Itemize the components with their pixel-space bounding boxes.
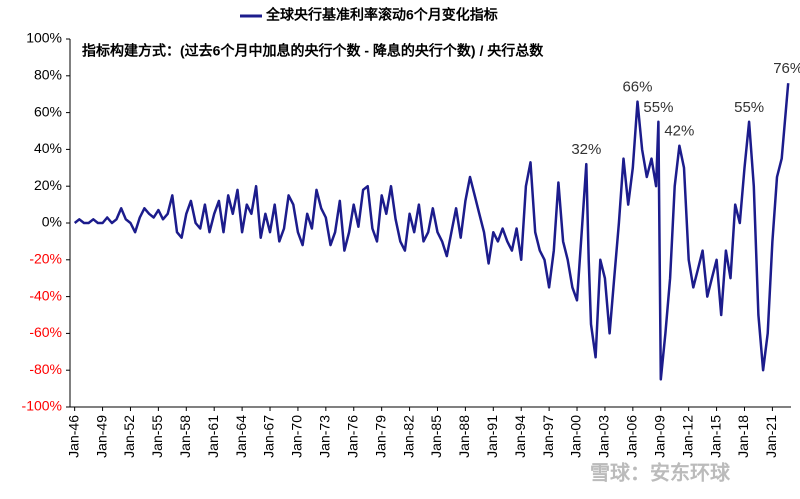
y-tick-label: -60% [29,324,62,340]
x-tick-label: Jan-67 [261,415,277,458]
x-tick-label: Jan-73 [317,415,333,458]
x-tick-label: Jan-91 [484,415,500,458]
y-tick-label: -80% [29,361,62,377]
x-tick-label: Jan-55 [149,415,165,458]
data-label: 66% [622,79,652,96]
y-tick-label: -40% [29,287,62,303]
y-tick-label: 60% [34,103,62,119]
x-tick-label: Jan-46 [65,415,81,458]
x-tick-label: Jan-97 [540,415,556,458]
x-tick-label: Jan-18 [735,415,751,458]
x-tick-label: Jan-79 [372,415,388,458]
x-tick-label: Jan-70 [289,415,305,458]
x-tick-label: Jan-61 [205,415,221,458]
x-tick-label: Jan-09 [651,415,667,458]
x-tick-label: Jan-49 [93,415,109,458]
y-tick-label: -100% [22,398,62,414]
y-tick-label: 40% [34,140,62,156]
x-tick-label: Jan-21 [763,415,779,458]
x-tick-label: Jan-03 [596,415,612,458]
data-line [73,83,790,381]
legend-label: 全球央行基准利率滚动6个月变化指标 [265,7,498,23]
x-tick-label: Jan-85 [428,415,444,458]
x-tick-label: Jan-94 [512,415,528,458]
x-tick-label: Jan-00 [568,415,584,458]
y-tick-label: -20% [29,251,62,267]
x-tick-label: Jan-06 [624,415,640,458]
x-tick-label: Jan-88 [456,415,472,458]
x-tick-label: Jan-82 [400,415,416,458]
watermark: 雪球：安东环球 [590,460,731,484]
x-tick-label: Jan-52 [121,415,137,458]
x-tick-label: Jan-76 [344,415,360,458]
x-tick-label: Jan-15 [707,415,723,458]
data-label: 76% [773,60,800,77]
y-tick-label: 100% [26,30,62,46]
x-tick-label: Jan-58 [177,415,193,458]
x-tick-label: Jan-12 [679,415,695,458]
y-tick-label: 0% [42,214,62,230]
x-tick-label: Jan-64 [233,415,249,458]
data-label: 55% [643,99,673,116]
data-label: 55% [734,99,764,116]
data-label: 42% [664,123,694,140]
subtitle: 指标构建方式：(过去6个月中加息的央行个数 - 降息的央行个数) / 央行总数 [82,43,544,59]
data-label: 32% [571,141,601,158]
y-tick-label: 20% [34,177,62,193]
y-tick-label: 80% [34,67,62,83]
